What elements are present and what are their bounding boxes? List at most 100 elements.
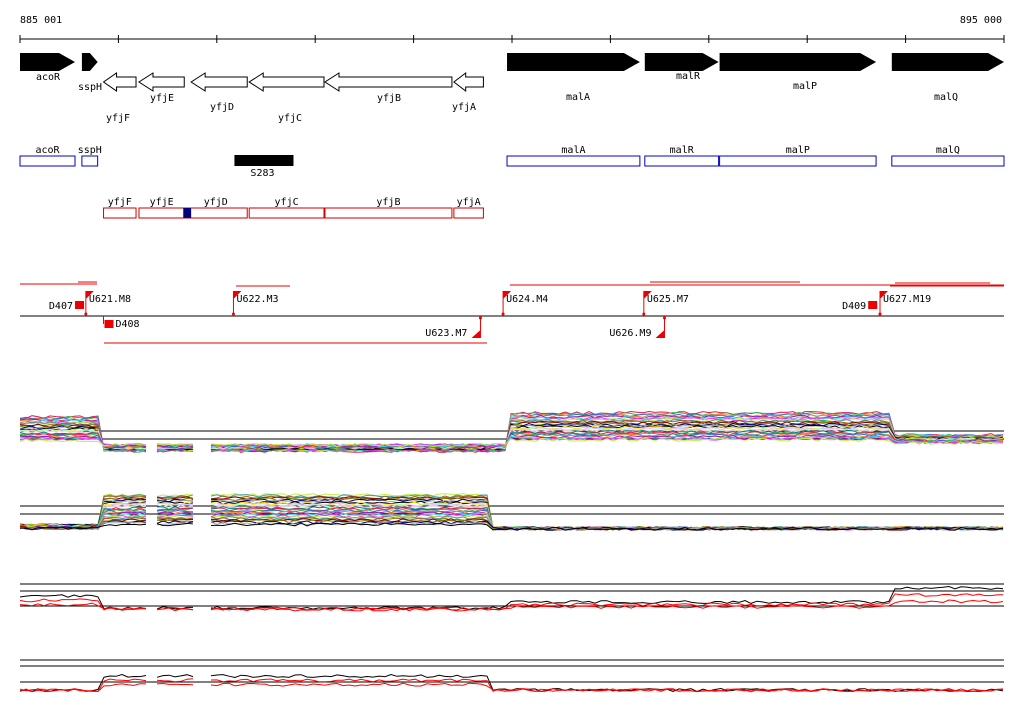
gene-arrow-forward	[20, 53, 76, 71]
expression-profile-line	[156, 514, 194, 518]
expression-profile-line	[156, 518, 194, 521]
expression-profile-line	[156, 514, 194, 519]
expression-profile-line	[156, 443, 194, 447]
expression-profile-line	[19, 602, 147, 611]
gene-arrow-reverse	[102, 72, 137, 92]
gene-label: malR	[676, 71, 701, 82]
operon-label: malQ	[936, 145, 960, 156]
expression-profile-line	[19, 437, 147, 446]
expression-profile-line	[19, 523, 147, 531]
signal-dot	[478, 316, 482, 320]
terminator-label: D407	[49, 301, 73, 312]
expression-profile-line	[210, 599, 1004, 612]
lower-operon-track: yfjF yfjE yfjD yfjC yfjB yfjA	[103, 197, 484, 219]
expression-profile-line	[210, 437, 1004, 447]
expression-profile-line	[156, 522, 194, 527]
gene-arrow-reverse	[324, 72, 453, 92]
axis-end-label: 895 000	[960, 15, 1002, 26]
signal-dot	[84, 312, 88, 316]
expression-profile-line	[210, 678, 1004, 693]
operon-box	[248, 207, 325, 219]
feature-label: S283	[250, 168, 274, 179]
expression-profile-line	[210, 519, 1004, 531]
expression-profile-line	[19, 430, 147, 449]
gene-label: yfjA	[452, 102, 476, 113]
expression-profile-line	[156, 606, 193, 610]
marker-block	[183, 208, 192, 218]
signal-label: U625.M7	[647, 294, 689, 305]
operon-label: yfjF	[108, 197, 132, 208]
signal-label: U627.M19	[883, 294, 931, 305]
expression-profile-line	[210, 522, 1004, 531]
expression-profile-line	[156, 495, 194, 499]
expression-profile-line	[156, 682, 194, 686]
gene-track: acoR sspH malA malR malP malQ yfjF yfjE yfjD yfjC…	[20, 53, 1004, 124]
expression-profile-line	[210, 682, 1004, 693]
expression-profile-line	[156, 443, 193, 446]
gene-label: malQ	[934, 92, 958, 103]
expression-profile-line	[19, 419, 147, 452]
gene-label: yfjD	[210, 102, 234, 113]
operon-label: yfjA	[457, 197, 481, 208]
gene-label: yfjE	[150, 93, 174, 104]
expression-profile-line	[19, 598, 147, 611]
operon-box	[506, 155, 641, 167]
terminator-label: D408	[116, 319, 140, 330]
expression-profile-line	[156, 508, 194, 512]
operon-box	[644, 155, 720, 167]
feature-block	[234, 155, 294, 166]
signal-label: U623.M7	[425, 328, 467, 339]
expression-profile-line	[19, 438, 146, 447]
expression-profile-line	[156, 493, 194, 497]
expression-profile-line	[157, 506, 194, 510]
gene-arrow-forward	[81, 53, 98, 71]
expression-profile-line	[210, 585, 1004, 611]
axis-start-label: 885 001	[20, 15, 62, 26]
signal-flag	[85, 291, 94, 299]
operon-label: yfjB	[376, 197, 400, 208]
signal-flag	[643, 291, 652, 299]
signal-label: U622.M3	[236, 294, 278, 305]
gene-label: malP	[793, 81, 817, 92]
expression-profile-line	[210, 436, 1003, 448]
signal-flag	[233, 291, 242, 299]
gene-arrow-reverse	[248, 72, 325, 92]
signal-dot	[878, 312, 882, 316]
operon-label: yfjC	[275, 197, 299, 208]
operon-box	[453, 207, 484, 219]
operon-label: malP	[786, 145, 810, 156]
expression-profile-line	[210, 593, 1004, 611]
expression-profile-line	[19, 431, 147, 449]
signal-flag	[655, 330, 665, 338]
signal-dot	[501, 312, 505, 316]
gene-arrow-forward	[891, 53, 1004, 71]
operon-box	[138, 207, 185, 219]
expression-profiles	[19, 410, 1004, 693]
operon-box	[719, 155, 877, 167]
operon-label: acoR	[35, 145, 60, 156]
gene-label: malA	[566, 92, 590, 103]
gene-label: yfjF	[106, 113, 130, 124]
gene-arrow-forward	[507, 53, 640, 71]
expression-profile-line	[156, 674, 194, 678]
terminator-box	[75, 301, 85, 309]
expression-profile-line	[156, 607, 194, 612]
expression-profile-line	[210, 430, 1004, 449]
terminator-label: D409	[842, 301, 866, 312]
signal-dot	[662, 316, 666, 320]
signal-dot	[642, 312, 646, 316]
terminator-box	[868, 301, 878, 309]
expression-profile-line	[19, 424, 147, 450]
expression-profile-line	[210, 500, 1004, 531]
expression-profile-line	[156, 496, 194, 500]
gene-label: yfjC	[278, 113, 302, 124]
expression-profile-line	[156, 517, 194, 520]
operon-label: malA	[561, 145, 585, 156]
signal-label: U621.M8	[89, 294, 131, 305]
signal-flag	[880, 291, 889, 299]
feature-track: S283	[234, 155, 294, 179]
gene-label: sspH	[78, 82, 102, 93]
operon-label: sspH	[78, 145, 102, 156]
gene-label: yfjB	[377, 93, 401, 104]
